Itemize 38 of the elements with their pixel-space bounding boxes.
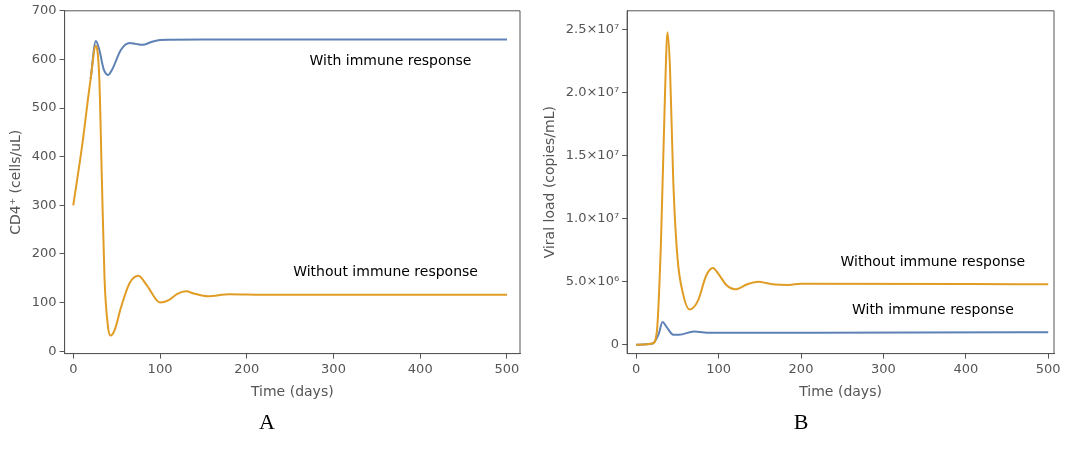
x-tick-label: 500: [494, 360, 520, 376]
y-tick-label: 300: [31, 196, 57, 212]
y-axis-title: Viral load (copies/mL): [541, 106, 558, 259]
y-tick-label: 1.0×10⁷: [565, 210, 620, 226]
series-label: Without immune response: [840, 252, 1026, 269]
text: B: [792, 409, 810, 435]
x-axis-title: Time (days): [249, 383, 334, 400]
x-tick-label: 300: [321, 360, 346, 376]
x-axis-title: Time (days): [798, 383, 882, 400]
y-axis-title: CD4⁺ (cells/uL): [7, 129, 24, 235]
text: A: [258, 409, 276, 435]
series-label: Without immune response: [293, 263, 478, 280]
y-tick-label: 200: [31, 245, 57, 261]
x-tick-label: 200: [788, 360, 814, 376]
series-label: With immune response: [851, 300, 1014, 317]
x-tick-label: 300: [871, 360, 896, 376]
y-tick-label: 600: [31, 50, 57, 66]
x-tick-label: 100: [706, 360, 732, 376]
x-tick-label: 0: [69, 360, 78, 376]
y-tick-label: 500: [31, 99, 57, 115]
y-tick-label: 700: [31, 2, 57, 18]
y-tick-label: 0: [610, 336, 620, 352]
y-tick-label: 2.0×10⁷: [565, 84, 620, 100]
x-tick-label: 100: [147, 360, 173, 376]
y-tick-label: 1.5×10⁷: [565, 147, 620, 163]
x-tick-label: 500: [1035, 360, 1061, 376]
y-tick-label: 100: [31, 293, 57, 309]
y-tick-label: 0: [48, 342, 57, 358]
line-series: [635, 31, 1050, 346]
series-label: With immune response: [309, 52, 472, 69]
line-series: [72, 44, 508, 337]
x-tick-label: 400: [407, 360, 433, 376]
y-tick-label: 400: [31, 148, 57, 164]
x-tick-label: 400: [953, 360, 979, 376]
x-tick-label: 200: [234, 360, 260, 376]
y-tick-label: 2.5×10⁷: [565, 21, 620, 37]
x-tick-label: 0: [632, 360, 641, 376]
y-tick-label: 5.0×10⁶: [565, 273, 620, 289]
